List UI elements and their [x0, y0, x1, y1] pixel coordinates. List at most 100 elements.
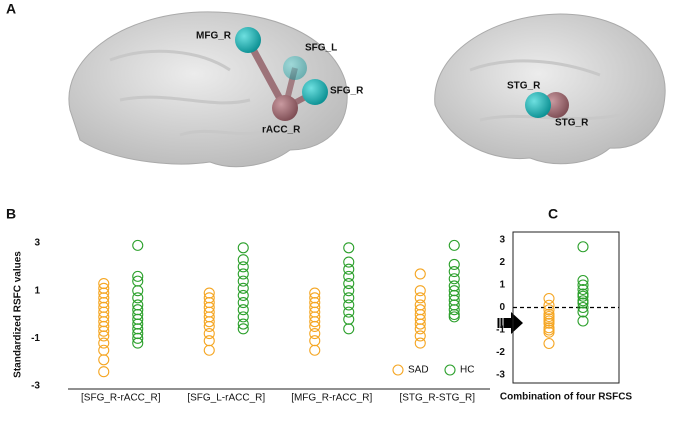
point [414, 292, 426, 304]
point [98, 337, 110, 349]
point [237, 297, 249, 309]
point [343, 256, 355, 268]
point [132, 270, 144, 282]
point [343, 263, 355, 275]
point [448, 258, 460, 271]
point [237, 323, 249, 335]
point [448, 304, 460, 316]
y-tick-label: 0 [499, 302, 505, 313]
point [132, 292, 144, 304]
node-label: MFG_R [196, 31, 232, 42]
point [237, 318, 249, 330]
panel-label: A [6, 1, 16, 17]
point [448, 311, 460, 323]
point [577, 297, 589, 309]
point [309, 335, 321, 347]
y-tick-label: -3 [496, 370, 505, 381]
point [414, 285, 426, 297]
arrow [497, 312, 523, 334]
point [577, 274, 589, 287]
point [577, 241, 589, 253]
point [309, 316, 321, 328]
point [98, 354, 110, 366]
point [577, 279, 589, 291]
point [343, 299, 355, 311]
x-axis-label: Combination of four RSFCS [500, 392, 633, 403]
y-tick-label: 1 [34, 285, 40, 296]
y-tick-label: 3 [499, 235, 505, 246]
point [577, 283, 589, 296]
point [132, 239, 144, 251]
panel-label: B [6, 206, 16, 222]
point [203, 316, 215, 328]
point [343, 313, 355, 325]
point [309, 344, 321, 356]
point [98, 325, 110, 337]
point [237, 311, 249, 323]
point [343, 323, 355, 335]
point [543, 304, 555, 316]
point [237, 289, 249, 301]
point [448, 266, 460, 278]
y-axis-label: Standardized RSFC values [13, 251, 24, 378]
node-label: STG_R [555, 118, 589, 129]
y-tick-label: 1 [499, 280, 505, 291]
node-label: SFG_R [330, 86, 364, 97]
point [343, 277, 355, 290]
legend-marker [392, 364, 404, 376]
point [343, 270, 355, 282]
point [343, 306, 355, 318]
legend-marker [444, 364, 456, 376]
brain-left: MFG_R SFG_L SFG_R rACC_R [68, 11, 364, 168]
point [98, 330, 110, 342]
point [309, 328, 321, 340]
point [203, 328, 215, 340]
point [98, 366, 110, 378]
point [577, 290, 589, 302]
point [343, 285, 355, 297]
point [132, 337, 144, 349]
y-tick-label: 2 [499, 257, 505, 268]
node-label: rACC_R [262, 125, 301, 136]
arrow-stripes [496, 318, 504, 328]
point [98, 344, 110, 356]
x-tick-label: [MFG_R-rACC_R] [291, 393, 372, 404]
y-tick-label: -1 [31, 333, 40, 344]
x-tick-label: [SFG_R-rACC_R] [81, 393, 161, 404]
point [343, 292, 355, 304]
x-tick-label: [STG_R-STG_R] [399, 393, 475, 404]
point [448, 273, 460, 285]
y-tick-label: 3 [34, 238, 40, 249]
point [237, 254, 249, 266]
point [543, 299, 555, 311]
point [414, 337, 426, 349]
point [309, 320, 321, 332]
point [414, 318, 426, 330]
y-tick-label: -2 [496, 347, 505, 358]
point [414, 323, 426, 335]
point [543, 337, 555, 350]
node-label: STG_R [507, 81, 541, 92]
point [577, 301, 589, 314]
point [132, 285, 144, 297]
point [203, 344, 215, 356]
panel-label: C [548, 206, 558, 222]
point [237, 304, 249, 316]
legend-label: HC [460, 365, 474, 376]
point [237, 268, 249, 280]
point [237, 261, 249, 273]
point [577, 306, 589, 318]
y-tick-label: -3 [31, 381, 40, 392]
brain-right: STG_R STG_R [434, 13, 666, 165]
point [414, 330, 426, 342]
point [203, 335, 215, 347]
point [414, 268, 426, 280]
point [543, 326, 555, 338]
y-tick-label: -1 [496, 325, 505, 336]
point [543, 317, 555, 329]
point [132, 332, 144, 344]
legend-label: SAD [408, 365, 429, 376]
point [237, 275, 249, 287]
node-label: SFG_L [305, 43, 337, 54]
